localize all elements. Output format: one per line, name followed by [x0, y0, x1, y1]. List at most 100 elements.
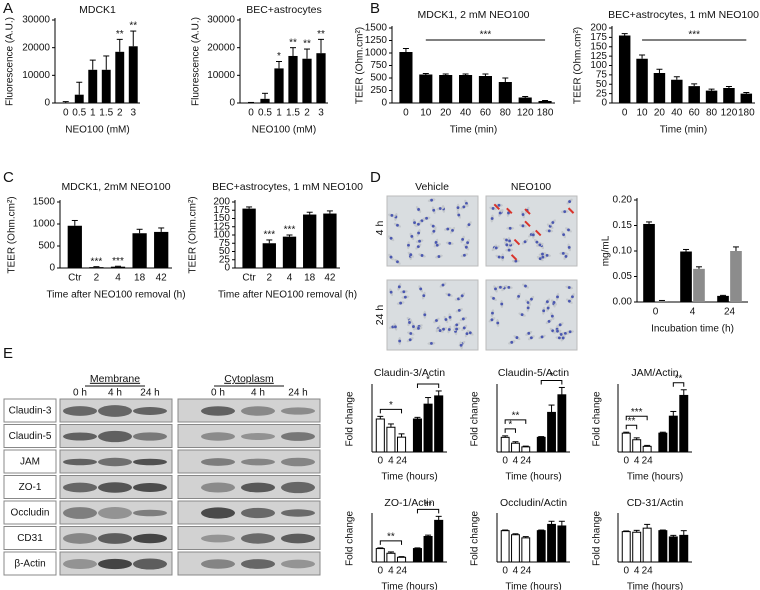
bar [89, 267, 104, 268]
bar [511, 534, 520, 563]
x-axis-label: Time (hours) [505, 582, 561, 590]
nucleus [447, 328, 451, 331]
nucleus [396, 260, 399, 264]
nucleus [391, 325, 395, 329]
x-tick-label: Ctr [68, 273, 82, 284]
row-label-box [3, 475, 57, 499]
band [241, 482, 275, 493]
bar [434, 519, 444, 563]
bar [521, 446, 531, 453]
nucleus [526, 306, 530, 310]
x-tick-label: 2 [304, 108, 310, 119]
y-axis-label: mg/mL [601, 235, 612, 266]
row-label: 4 h [374, 221, 386, 236]
bar [375, 418, 385, 453]
y-tick-label: 50 [596, 79, 608, 90]
x-tick-label: 18 [134, 273, 146, 284]
x-tick-label: 4 [388, 566, 394, 577]
nucleus [418, 239, 421, 243]
arrow [493, 203, 501, 211]
bar [740, 93, 753, 103]
column-label: Vehicle [415, 181, 449, 193]
y-tick-label: 125 [590, 51, 607, 62]
x-tick-label: 24 [520, 566, 532, 577]
nucleus [432, 229, 436, 233]
bar [423, 535, 433, 563]
y-axis-label: TEER (Ohm.cm²) [573, 27, 584, 104]
y-tick-label: 20000 [207, 42, 235, 53]
lane-label: 4 h [108, 388, 122, 399]
protein-label: ZO-1 [19, 482, 42, 493]
nucleus [459, 343, 463, 347]
blot-strip [177, 449, 321, 474]
bar [621, 531, 631, 563]
nucleus [507, 211, 510, 215]
nucleus [455, 327, 459, 331]
chart-title: MDCK1 [79, 4, 116, 16]
nucleus [457, 308, 461, 312]
nucleus [505, 243, 509, 247]
y-tick-label: 75 [596, 70, 608, 81]
x-tick-label: Ctr [242, 273, 256, 284]
chart-title: Claudin-3/Actin [374, 367, 445, 379]
x-axis-label: Time (hours) [381, 472, 437, 483]
y-tick-label: 1250 [365, 35, 388, 46]
panel-label: C [3, 169, 14, 186]
bar [303, 214, 317, 268]
nucleus [455, 323, 459, 327]
nucleus [541, 252, 544, 256]
nucleus [417, 222, 420, 226]
band [201, 534, 235, 543]
bar [412, 548, 422, 563]
bar [260, 98, 270, 103]
band [98, 482, 132, 493]
x-tick-label: 2 [267, 273, 273, 284]
bar [536, 530, 546, 563]
significance-bracket [416, 508, 440, 514]
nucleus [551, 329, 555, 333]
x-tick-label: 120 [721, 108, 738, 119]
band [281, 407, 315, 415]
nucleus [497, 203, 501, 207]
band [63, 458, 97, 466]
y-tick-label: 250 [370, 85, 387, 96]
bar [621, 432, 631, 453]
band [133, 483, 167, 492]
band [63, 432, 97, 441]
chart-title: Occludin/Actin [500, 497, 567, 509]
blot-strip [59, 500, 173, 525]
band [98, 405, 132, 417]
nucleus [564, 255, 568, 258]
nucleus [412, 325, 415, 328]
nucleus [490, 318, 494, 322]
nucleus [437, 255, 441, 258]
nucleus [460, 294, 464, 298]
bar [511, 442, 520, 453]
y-tick-label: 10000 [22, 70, 50, 81]
x-tick-label: 4 [115, 273, 121, 284]
chart-title: MDCK1, 2mM NEO100 [61, 181, 170, 193]
nucleus [563, 331, 567, 335]
band [63, 533, 97, 544]
x-tick-label: 24 [642, 456, 654, 467]
y-tick-label: 25 [219, 254, 231, 265]
chart-title: BEC+astrocytes, 1 mM NEO100 [212, 181, 363, 193]
nucleus [562, 233, 566, 237]
significance-label: *** [112, 256, 124, 267]
nucleus [545, 253, 549, 257]
bar [632, 439, 642, 453]
band [133, 432, 167, 441]
y-axis-label: Fold change [345, 511, 356, 566]
nucleus [442, 327, 445, 331]
bar [518, 97, 532, 103]
bar [128, 46, 138, 103]
nucleus [408, 338, 412, 342]
y-tick-label: 1000 [365, 48, 388, 59]
nucleus [403, 295, 407, 299]
nucleus [556, 329, 559, 333]
significance-label: *** [284, 225, 296, 236]
x-tick-label: 0.5 [72, 108, 86, 119]
arrow [535, 229, 542, 237]
band [133, 533, 167, 544]
nucleus [468, 331, 472, 335]
